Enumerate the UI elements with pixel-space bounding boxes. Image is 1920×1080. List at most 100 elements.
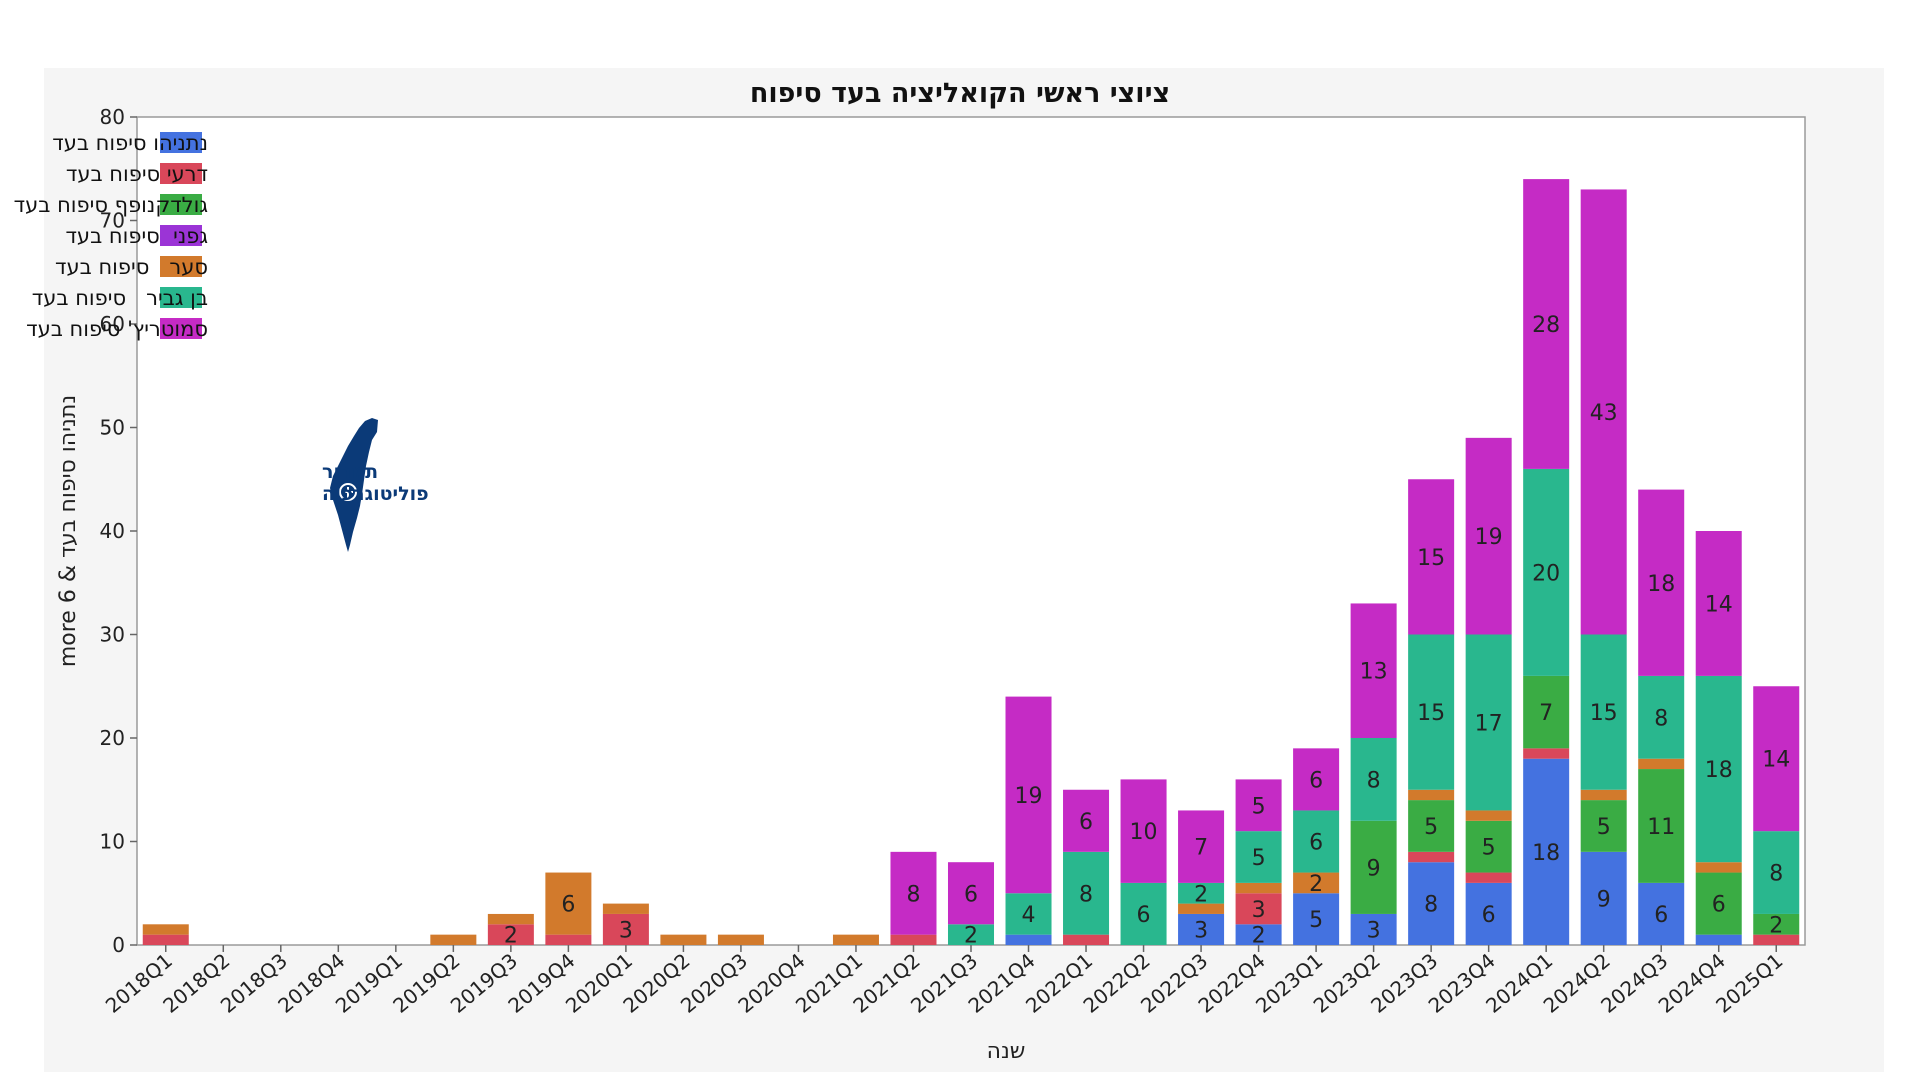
- data-label: 6: [561, 893, 575, 918]
- data-label: 5: [1597, 815, 1611, 840]
- logo: תמרור פוליטוגרפיה: [322, 418, 429, 552]
- y-tick-label: 60: [100, 312, 125, 336]
- bar-segment: [1350, 603, 1397, 738]
- bar-segment: [1408, 851, 1455, 863]
- logo-line-2: פוליטוגרפיה: [322, 483, 429, 505]
- bar-segment: [1580, 851, 1627, 945]
- bar-segment: [1695, 934, 1742, 945]
- y-axis: 0 10 20 30 40 50 60 70 80: [100, 105, 137, 957]
- bar-segment: [142, 934, 189, 945]
- bar-segment: [1293, 893, 1340, 945]
- bar-segment: [142, 924, 189, 935]
- bar-segment: [1178, 882, 1225, 904]
- data-label: 18: [1647, 572, 1675, 597]
- bar-segment: [602, 903, 649, 914]
- legend: נתניהו סיפוח בעד דרעי סיפוח בעד גולדקנופף …: [14, 131, 209, 341]
- legend-label: גולדקנופף סיפוח בעד: [14, 193, 209, 217]
- bar-segment: [545, 934, 592, 945]
- y-tick-label: 30: [100, 623, 125, 647]
- bar-segment: [1638, 675, 1685, 759]
- bar-segment: [487, 913, 534, 925]
- data-label: 3: [1367, 918, 1381, 943]
- bar-segment: [1178, 903, 1225, 914]
- bar-segment: [660, 934, 707, 945]
- bar-segment: [602, 913, 649, 945]
- data-label: 5: [1424, 815, 1438, 840]
- legend-label: דרעי סיפוח בעד: [66, 162, 208, 186]
- y-tick-label: 80: [100, 105, 125, 129]
- data-label: 19: [1475, 525, 1503, 550]
- legend-swatch: [160, 132, 202, 153]
- data-label: 6: [1309, 768, 1323, 793]
- bar-segment: [717, 934, 764, 945]
- data-label: 15: [1590, 701, 1618, 726]
- bar-segment: [1465, 810, 1512, 821]
- data-label: 20: [1532, 561, 1560, 586]
- x-axis-title: שנה: [987, 1039, 1026, 1064]
- bar-segment: [1753, 913, 1800, 935]
- bar-segment: [1293, 748, 1340, 811]
- bar-segment: [1523, 748, 1570, 759]
- bar-segment: [487, 924, 534, 945]
- data-label: 13: [1360, 660, 1388, 685]
- bar-segment: [1005, 696, 1052, 894]
- bar-segment: [1580, 189, 1627, 635]
- data-label: 18: [1532, 841, 1560, 866]
- legend-label: נתניהו סיפוח בעד: [52, 131, 208, 155]
- data-label: 14: [1705, 592, 1733, 617]
- bar-segment: [1293, 810, 1340, 873]
- legend-swatch: [160, 163, 202, 184]
- data-label: 5: [1252, 794, 1266, 819]
- bar-segment: [1408, 862, 1455, 945]
- data-label: 8: [1079, 882, 1093, 907]
- bar-segment: [890, 851, 937, 935]
- data-label: 9: [1597, 887, 1611, 912]
- legend-swatch: [160, 318, 202, 339]
- legend-label: גפני סיפוח בעד: [65, 224, 208, 248]
- y-tick-label: 10: [100, 830, 125, 854]
- legend-swatch: [160, 194, 202, 215]
- data-label: 2: [964, 924, 978, 949]
- data-label: 7: [1539, 701, 1553, 726]
- data-label: 3: [1252, 898, 1266, 923]
- bar-segment: [1523, 675, 1570, 749]
- bar-segment: [1235, 779, 1282, 832]
- bar-segment: [1753, 831, 1800, 914]
- bar-segment: [1580, 634, 1627, 790]
- data-label: 43: [1590, 401, 1618, 426]
- bar-segment: [1523, 179, 1570, 469]
- bar-segment: [1005, 893, 1052, 935]
- y-axis-title: more נתניהו סיפוח בעד & 6: [56, 395, 81, 667]
- data-label: 7: [1194, 836, 1208, 861]
- bar-segment: [1408, 789, 1455, 801]
- data-label: 6: [1654, 903, 1668, 928]
- bar-segment: [1638, 769, 1685, 883]
- data-label: 3: [1194, 918, 1208, 943]
- bar-segment: [1063, 851, 1110, 935]
- bar-segment: [545, 872, 592, 935]
- data-label: 6: [1712, 893, 1726, 918]
- bars-layer: 2638264198661032723555266398138515156517…: [142, 179, 1800, 949]
- bar-segment: [890, 934, 937, 945]
- legend-label: סער סיפוח בעד: [55, 255, 208, 279]
- data-label: 6: [1137, 903, 1151, 928]
- bar-segment: [1178, 913, 1225, 945]
- data-label: 17: [1475, 711, 1503, 736]
- data-label: 3: [619, 918, 633, 943]
- bar-segment: [1465, 882, 1512, 945]
- y-tick-label: 40: [100, 519, 125, 543]
- logo-line-1: תמרור: [322, 461, 378, 483]
- bar-segment: [1235, 882, 1282, 894]
- data-label: 2: [504, 924, 518, 949]
- bar-segment: [1523, 758, 1570, 945]
- bar-segment: [1753, 934, 1800, 945]
- y-tick-label: 20: [100, 726, 125, 750]
- israel-map-icon: [330, 418, 378, 552]
- bar-segment: [1350, 913, 1397, 945]
- data-label: 18: [1705, 758, 1733, 783]
- bar-segment: [1465, 820, 1512, 873]
- bar-segment: [1350, 738, 1397, 821]
- bar-segment: [832, 934, 879, 945]
- data-label: 28: [1532, 313, 1560, 338]
